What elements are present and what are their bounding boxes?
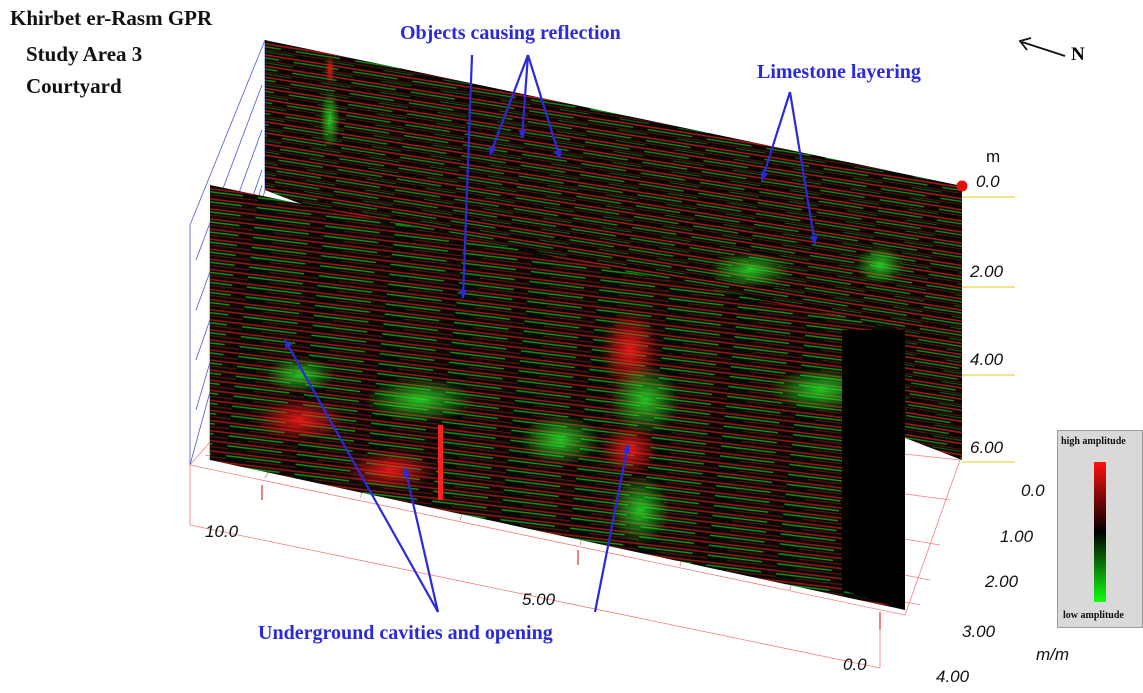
y-tick-2: 2.00 <box>985 572 1019 591</box>
y-tick-3: 3.00 <box>962 622 996 641</box>
figure-title-line-1: Khirbet er-Rasm GPR <box>10 6 213 30</box>
figure-title-line-2: Study Area 3 <box>26 42 143 66</box>
legend-low-label: low amplitude <box>1063 610 1124 621</box>
origin-marker <box>956 180 968 192</box>
x-tick-5: 5.00 <box>522 590 556 609</box>
x-tick-10: 10.0 <box>205 522 239 541</box>
depth-tick-lines <box>962 196 1015 463</box>
y-tick-4: 4.00 <box>936 667 970 686</box>
depth-tick-2: 2.00 <box>970 262 1004 281</box>
annotation-arrows <box>284 54 818 613</box>
x-axis-ticks <box>261 485 881 630</box>
depth-tick-4: 4.00 <box>970 350 1004 369</box>
x-tick-0: 0.0 <box>843 655 867 674</box>
north-label: N <box>1071 44 1085 65</box>
annotation-objects: Objects causing reflection <box>400 22 621 44</box>
annotation-limestone: Limestone layering <box>757 61 921 83</box>
depth-axis-unit: m <box>986 147 1001 166</box>
amplitude-legend <box>1057 430 1143 628</box>
y-tick-0: 0.0 <box>1021 481 1045 500</box>
y-axis-unit: m/m <box>1036 645 1070 664</box>
depth-tick-0: 0.0 <box>976 172 1000 191</box>
legend-high-label: high amplitude <box>1061 436 1126 447</box>
annotation-cavities: Underground cavities and opening <box>258 622 553 644</box>
figure-title-line-3: Courtyard <box>26 74 122 98</box>
north-arrow-icon <box>1018 37 1066 57</box>
depth-tick-6: 6.00 <box>970 438 1004 457</box>
y-tick-1: 1.00 <box>1000 527 1034 546</box>
